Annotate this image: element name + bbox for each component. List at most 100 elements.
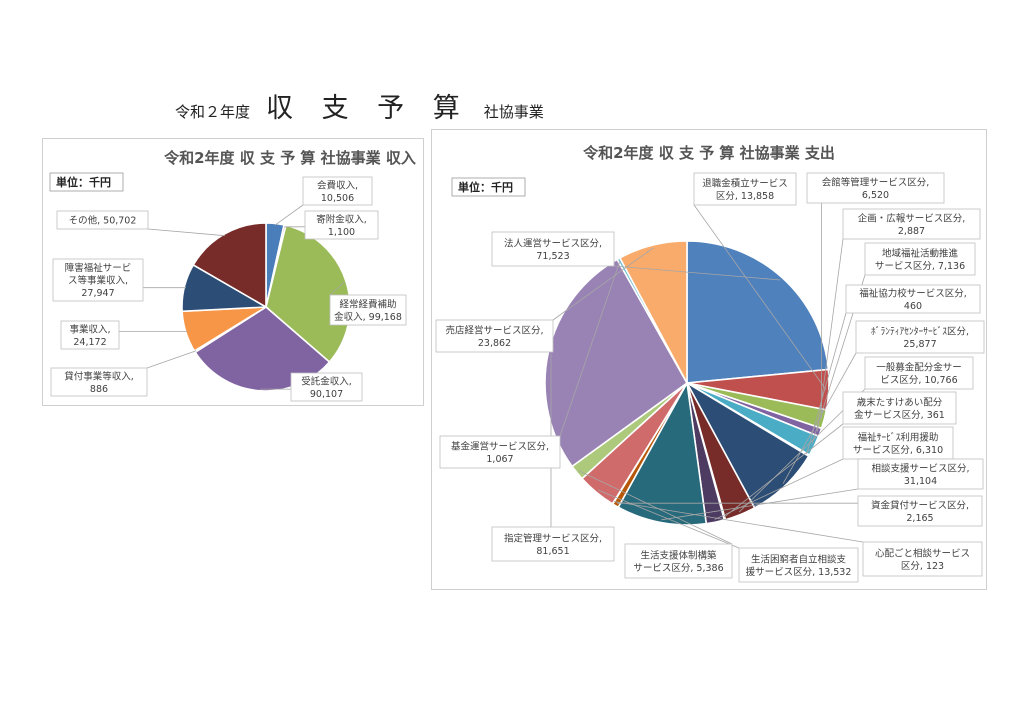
leader-line — [806, 312, 847, 455]
pie-slice — [265, 224, 351, 364]
svg-text:25,877: 25,877 — [903, 339, 936, 350]
unit-label: 単位：千円 — [451, 177, 526, 197]
svg-text:会館等管理サービス区分,: 会館等管理サービス区分, — [822, 176, 930, 188]
data-label: 会費収入, 10,506 — [302, 176, 373, 206]
data-label: 会館等管理サービス区分, 6,520 — [806, 172, 945, 204]
svg-text:基金運営サービス区分,: 基金運営サービス区分, — [451, 440, 549, 452]
data-label: 指定管理サービス区分, 81,651 — [491, 526, 615, 562]
svg-text:ス等事業収入,: ス等事業収入, — [68, 275, 128, 287]
svg-text:その他, 50,702: その他, 50,702 — [69, 215, 137, 227]
leader-line — [559, 260, 621, 437]
svg-text:1,067: 1,067 — [486, 454, 513, 465]
svg-text:27,947: 27,947 — [81, 288, 114, 299]
svg-text:売店経営サービス区分,: 売店経営サービス区分, — [445, 324, 543, 336]
data-label: その他, 50,702 — [56, 210, 149, 230]
data-label: 売店経営サービス区分, 23,862 — [435, 319, 554, 353]
svg-text:福祉協力校サービス区分,: 福祉協力校サービス区分, — [859, 287, 967, 299]
chart-title: 令和2年度 収 支 予 算 社協事業 収入 — [164, 149, 416, 167]
data-label: ﾎﾞﾗﾝﾃｨｱｾﾝﾀｰｻｰﾋﾞｽ区分, 25,877 — [855, 320, 985, 354]
page-title-suffix: 社協事業 — [483, 103, 544, 121]
svg-text:相談支援サービス区分,: 相談支援サービス区分, — [871, 462, 969, 474]
svg-text:区分, 13,858: 区分, 13,858 — [716, 191, 774, 202]
svg-text:法人運営サービス区分,: 法人運営サービス区分, — [504, 237, 602, 249]
svg-text:サービス区分, 7,136: サービス区分, 7,136 — [875, 261, 965, 272]
svg-text:ﾎﾞﾗﾝﾃｨｱｾﾝﾀｰｻｰﾋﾞｽ区分,: ﾎﾞﾗﾝﾃｨｱｾﾝﾀｰｻｰﾋﾞｽ区分, — [871, 326, 969, 337]
svg-text:援サービス区分, 13,532: 援サービス区分, 13,532 — [746, 566, 852, 578]
unit-label: 単位：千円 — [49, 172, 124, 192]
svg-text:31,104: 31,104 — [904, 476, 937, 487]
leader-line — [723, 423, 844, 518]
svg-text:24,172: 24,172 — [73, 337, 106, 348]
svg-text:区分, 123: 区分, 123 — [901, 561, 944, 572]
pie-slice — [192, 222, 267, 309]
leader-line — [146, 350, 197, 369]
expense-chart-panel: 令和2年度 収 支 予 算 社協事業 支出 単位：千円 法人運営サービス区分, 71,… — [431, 129, 987, 590]
data-label: 受託金収入, 90,107 — [290, 372, 363, 402]
svg-text:886: 886 — [90, 384, 108, 395]
pie-slice — [617, 380, 708, 526]
data-label: 福祉協力校サービス区分, 460 — [845, 284, 981, 314]
svg-text:経常経費補助: 経常経費補助 — [339, 298, 396, 310]
income-chart-panel: 令和2年度 収 支 予 算 社協事業 収入単位：千円 会費収入, 10,506 寄附金… — [42, 138, 424, 406]
svg-text:受託金収入,: 受託金収入, — [301, 375, 352, 387]
svg-text:企画・広報サービス区分,: 企画・広報サービス区分, — [858, 212, 966, 224]
svg-text:資金貸付サービス区分,: 資金貸付サービス区分, — [871, 499, 969, 511]
data-label: 法人運営サービス区分, 71,523 — [491, 231, 615, 267]
data-label: 企画・広報サービス区分, 2,887 — [842, 208, 981, 240]
svg-text:単位：千円: 単位：千円 — [56, 175, 111, 189]
data-label: 基金運営サービス区分, 1,067 — [439, 435, 561, 469]
svg-text:71,523: 71,523 — [536, 251, 569, 262]
svg-text:一般募金配分金サー: 一般募金配分金サー — [876, 361, 962, 373]
page-title-main: 収 支 予 算 — [266, 93, 470, 124]
leader-line — [329, 281, 345, 296]
data-label: 貸付事業等収入, 886 — [50, 367, 148, 397]
leader-line — [552, 247, 654, 321]
svg-text:指定管理サービス区分,: 指定管理サービス区分, — [504, 532, 602, 544]
data-label: 資金貸付サービス区分, 2,165 — [857, 495, 983, 527]
svg-text:81,651: 81,651 — [536, 546, 569, 557]
svg-text:歳末たすけあい配分: 歳末たすけあい配分 — [857, 396, 943, 408]
page-title-prefix: 令和２年度 — [175, 103, 251, 121]
svg-text:1,100: 1,100 — [328, 227, 355, 238]
leader-line — [598, 489, 740, 549]
svg-text:サービス区分, 6,310: サービス区分, 6,310 — [853, 445, 943, 456]
svg-text:ビス区分, 10,766: ビス区分, 10,766 — [880, 375, 957, 386]
svg-text:23,862: 23,862 — [478, 338, 511, 349]
page-title: 令和２年度収 支 予 算社協事業 — [175, 86, 544, 125]
svg-text:退職金積立サービス: 退職金積立サービス — [702, 177, 788, 189]
svg-text:2,165: 2,165 — [906, 513, 933, 524]
svg-text:10,506: 10,506 — [321, 193, 354, 204]
svg-text:事業収入,: 事業収入, — [69, 323, 110, 335]
svg-text:6,520: 6,520 — [862, 190, 889, 201]
svg-text:単位：千円: 単位：千円 — [458, 180, 513, 194]
leader-line — [274, 204, 304, 226]
svg-text:貸付事業等収入,: 貸付事業等収入, — [64, 370, 134, 382]
svg-text:サービス区分, 5,386: サービス区分, 5,386 — [633, 563, 723, 574]
svg-text:福祉ｻｰﾋﾞｽ利用援助: 福祉ｻｰﾋﾞｽ利用援助 — [858, 431, 939, 443]
leader-line — [613, 265, 781, 281]
data-label: 寄附金収入, 1,100 — [304, 210, 379, 240]
svg-text:心配ごと相談サービス: 心配ごと相談サービス — [875, 547, 970, 559]
leader-line — [578, 470, 733, 545]
data-label: 事業収入, 24,172 — [60, 320, 120, 350]
svg-text:90,107: 90,107 — [310, 389, 343, 400]
leader-line — [714, 458, 844, 520]
svg-text:金収入, 99,168: 金収入, 99,168 — [334, 311, 402, 323]
svg-text:2,887: 2,887 — [898, 226, 925, 237]
pie-slice — [618, 240, 688, 384]
leader-line — [693, 204, 827, 390]
pie-slice — [686, 240, 830, 384]
svg-text:460: 460 — [904, 301, 922, 312]
svg-text:生活支援体制構築: 生活支援体制構築 — [640, 549, 717, 561]
leader-line — [147, 228, 225, 237]
